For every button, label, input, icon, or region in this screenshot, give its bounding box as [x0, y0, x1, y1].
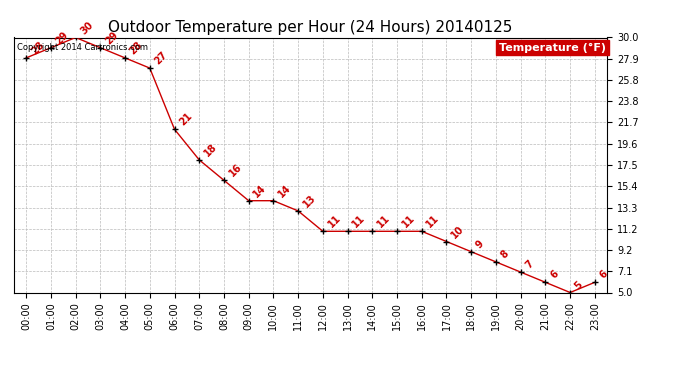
Text: 18: 18	[202, 142, 219, 158]
Text: 30: 30	[79, 20, 95, 36]
Text: 11: 11	[400, 213, 417, 230]
Text: 10: 10	[449, 224, 466, 240]
Title: Outdoor Temperature per Hour (24 Hours) 20140125: Outdoor Temperature per Hour (24 Hours) …	[108, 20, 513, 35]
Text: 5: 5	[573, 279, 585, 291]
Text: 14: 14	[277, 183, 293, 199]
Text: 11: 11	[351, 213, 367, 230]
Text: 9: 9	[474, 238, 486, 250]
Text: 13: 13	[301, 193, 317, 209]
Text: 16: 16	[227, 162, 244, 179]
Text: 11: 11	[425, 213, 442, 230]
Text: 6: 6	[598, 269, 610, 281]
Text: 14: 14	[252, 183, 268, 199]
Text: 11: 11	[375, 213, 392, 230]
Text: 8: 8	[499, 249, 511, 260]
Text: 29: 29	[54, 30, 70, 46]
Text: 28: 28	[128, 40, 145, 56]
Text: 27: 27	[152, 50, 169, 67]
Text: 28: 28	[29, 40, 46, 56]
Text: 21: 21	[177, 111, 194, 128]
Text: 29: 29	[104, 30, 120, 46]
Text: 7: 7	[524, 259, 535, 271]
Text: Temperature (°F): Temperature (°F)	[499, 43, 606, 52]
Text: 11: 11	[326, 213, 342, 230]
Text: 6: 6	[549, 269, 560, 281]
Text: Copyright 2014 Cartronics.com: Copyright 2014 Cartronics.com	[17, 43, 148, 52]
